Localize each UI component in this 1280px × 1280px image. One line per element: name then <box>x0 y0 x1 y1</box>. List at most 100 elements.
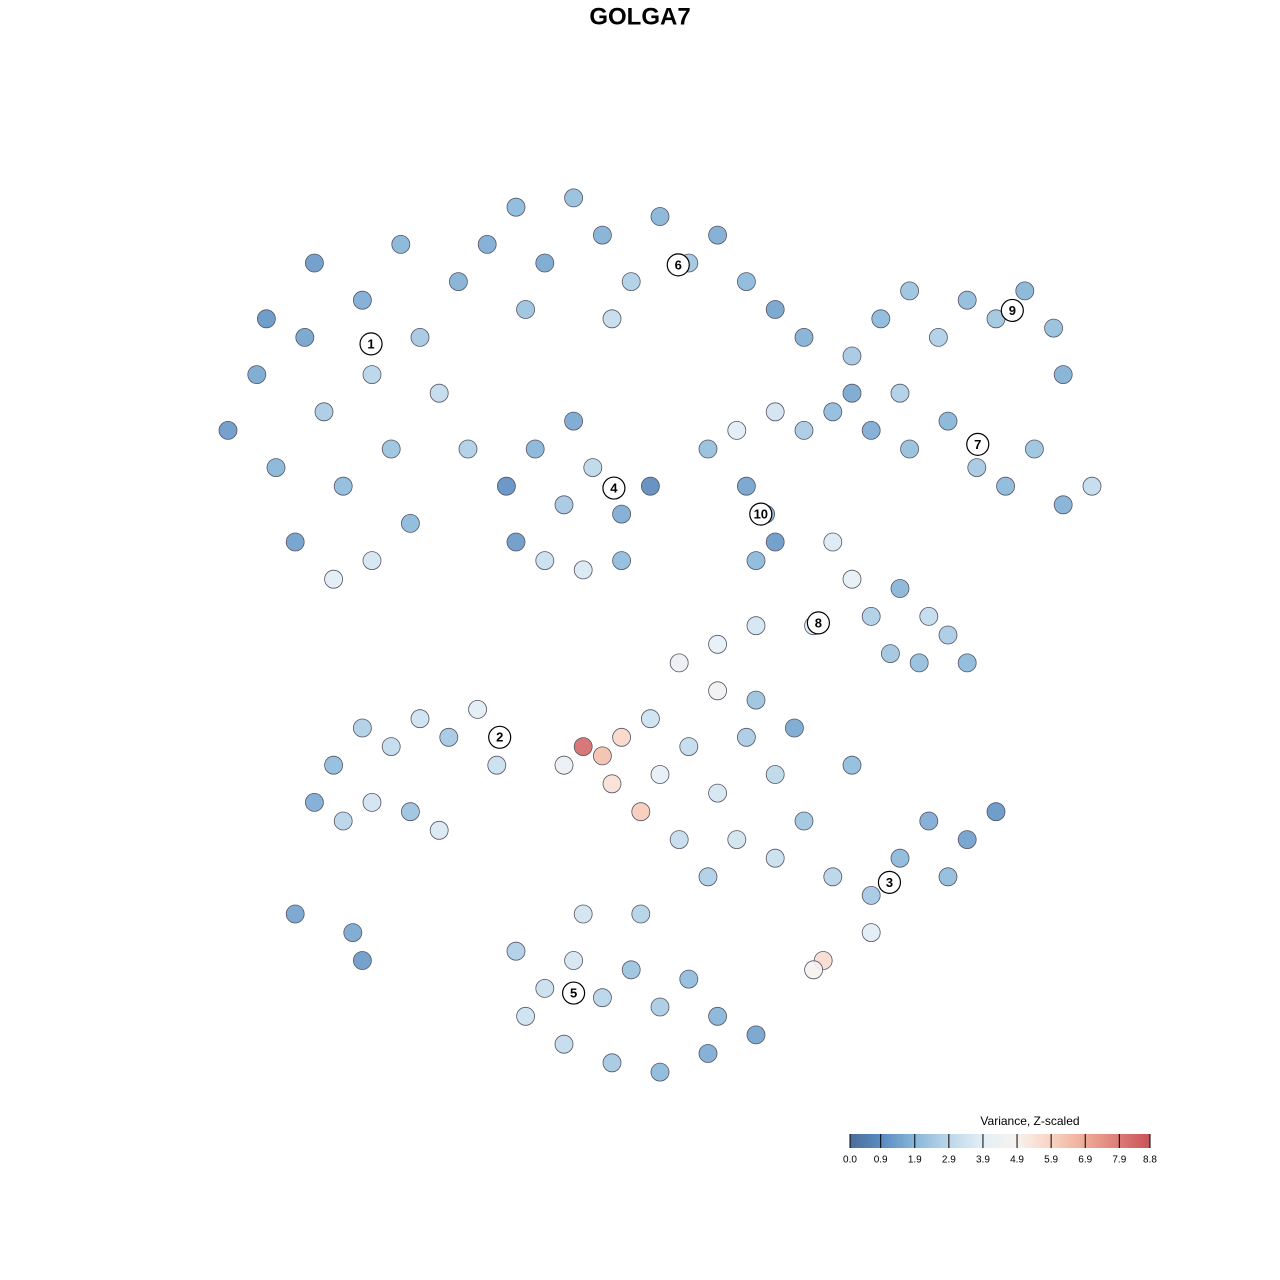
point <box>919 607 939 626</box>
point <box>285 904 305 924</box>
point <box>746 1025 766 1045</box>
point <box>727 420 747 440</box>
point <box>314 402 334 422</box>
point <box>641 709 660 729</box>
point <box>602 1053 622 1073</box>
cluster-labels: 1 6 4 10 9 7 8 2 3 5 <box>359 253 1024 1005</box>
point <box>650 997 670 1017</box>
point <box>929 327 948 347</box>
point <box>410 709 430 729</box>
point <box>823 402 843 422</box>
point <box>938 411 958 431</box>
point <box>650 207 670 226</box>
point <box>679 737 699 756</box>
point <box>477 234 497 254</box>
point <box>554 1034 574 1054</box>
point <box>564 188 583 208</box>
point <box>304 253 324 273</box>
point <box>823 867 843 887</box>
point <box>938 625 958 645</box>
point <box>516 1006 535 1026</box>
point <box>900 439 919 459</box>
point <box>986 802 1006 822</box>
cluster-label: 9 <box>1009 303 1016 318</box>
point <box>324 569 344 589</box>
point <box>842 569 862 589</box>
point <box>554 755 574 775</box>
point <box>612 551 631 570</box>
colorbar-tick-label: 8.8 <box>1143 1155 1157 1166</box>
point <box>650 765 670 784</box>
point <box>506 941 526 961</box>
point <box>564 411 583 431</box>
point <box>881 644 900 663</box>
point <box>785 718 804 738</box>
cluster-marker <box>602 476 626 500</box>
point <box>1044 318 1063 338</box>
point <box>535 551 555 570</box>
cluster-label: 2 <box>496 730 503 745</box>
point <box>890 848 910 868</box>
point <box>621 960 641 980</box>
point <box>890 383 910 403</box>
cluster-label: 10 <box>754 507 768 522</box>
point <box>506 532 526 552</box>
cluster-marker <box>749 502 773 526</box>
point <box>861 420 881 440</box>
point <box>794 420 814 440</box>
point <box>324 755 344 775</box>
point <box>967 458 987 478</box>
point <box>593 225 612 245</box>
point <box>641 476 660 496</box>
point <box>525 439 545 459</box>
point <box>247 365 267 385</box>
point <box>496 476 516 496</box>
point <box>650 1062 670 1082</box>
colorbar-tick-label: 7.9 <box>1112 1155 1126 1166</box>
point <box>765 532 785 552</box>
point <box>535 979 555 998</box>
colorbar-tick-label: 5.9 <box>1044 1155 1058 1166</box>
point <box>938 867 958 887</box>
point <box>285 532 305 552</box>
cluster-marker <box>1000 298 1024 323</box>
point <box>333 476 353 496</box>
point <box>573 904 593 924</box>
point <box>804 960 823 980</box>
point <box>708 783 727 803</box>
point <box>621 272 641 292</box>
point <box>1053 365 1073 385</box>
colorbar-tick-label: 6.9 <box>1078 1155 1092 1166</box>
point <box>900 281 919 301</box>
point <box>1053 495 1073 515</box>
cluster-marker <box>806 611 831 635</box>
point <box>708 681 727 701</box>
point <box>823 532 843 552</box>
chart-title: GOLGA7 <box>589 3 690 30</box>
point <box>794 327 814 347</box>
point <box>708 634 727 654</box>
point <box>669 830 689 849</box>
point <box>333 811 353 831</box>
point <box>861 923 881 942</box>
cluster-label: 1 <box>367 336 374 351</box>
cluster-marker <box>666 253 690 277</box>
point <box>535 253 555 273</box>
point <box>612 504 631 524</box>
point <box>516 300 535 319</box>
cluster-label: 8 <box>815 615 822 630</box>
cluster-marker <box>359 332 383 356</box>
point <box>602 309 622 329</box>
point <box>554 495 574 515</box>
point <box>708 225 727 245</box>
point <box>352 290 372 310</box>
point <box>400 514 420 533</box>
point <box>266 458 286 478</box>
point <box>861 886 881 905</box>
point <box>1025 439 1044 459</box>
point <box>448 272 468 292</box>
point <box>890 579 910 598</box>
point <box>593 746 612 766</box>
point <box>737 727 756 747</box>
